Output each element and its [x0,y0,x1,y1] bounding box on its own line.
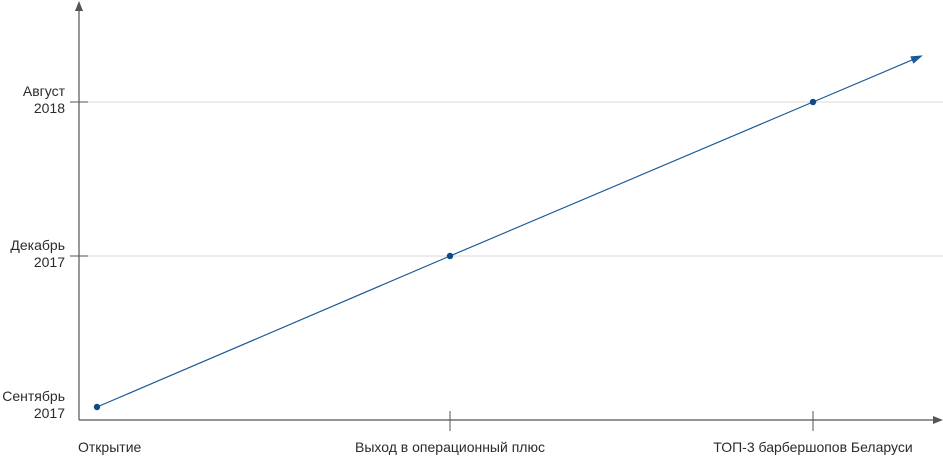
data-point-1 [446,252,454,260]
x-tick-label-2: ТОП-3 барбершопов Беларуси [713,439,912,455]
series-line [96,55,923,408]
y-tick-label-2: Август 2018 [23,83,66,116]
x-tick-label-1: Выход в операционный плюс [355,439,545,455]
series-main [93,55,923,411]
axes [75,1,943,424]
data-point-2 [809,98,817,106]
y-tick-label-1: Декабрь 2017 [10,237,65,270]
data-point-0 [93,403,101,411]
grid-lines [79,101,943,257]
x-tick-label-0: Открытие [78,439,142,455]
y-tick-label-0: Сентябрь 2017 [2,388,65,421]
tick-labels: Сентябрь 2017 Декабрь 2017 Август 2018 Открыти… [2,83,912,455]
tick-marks [70,101,814,431]
